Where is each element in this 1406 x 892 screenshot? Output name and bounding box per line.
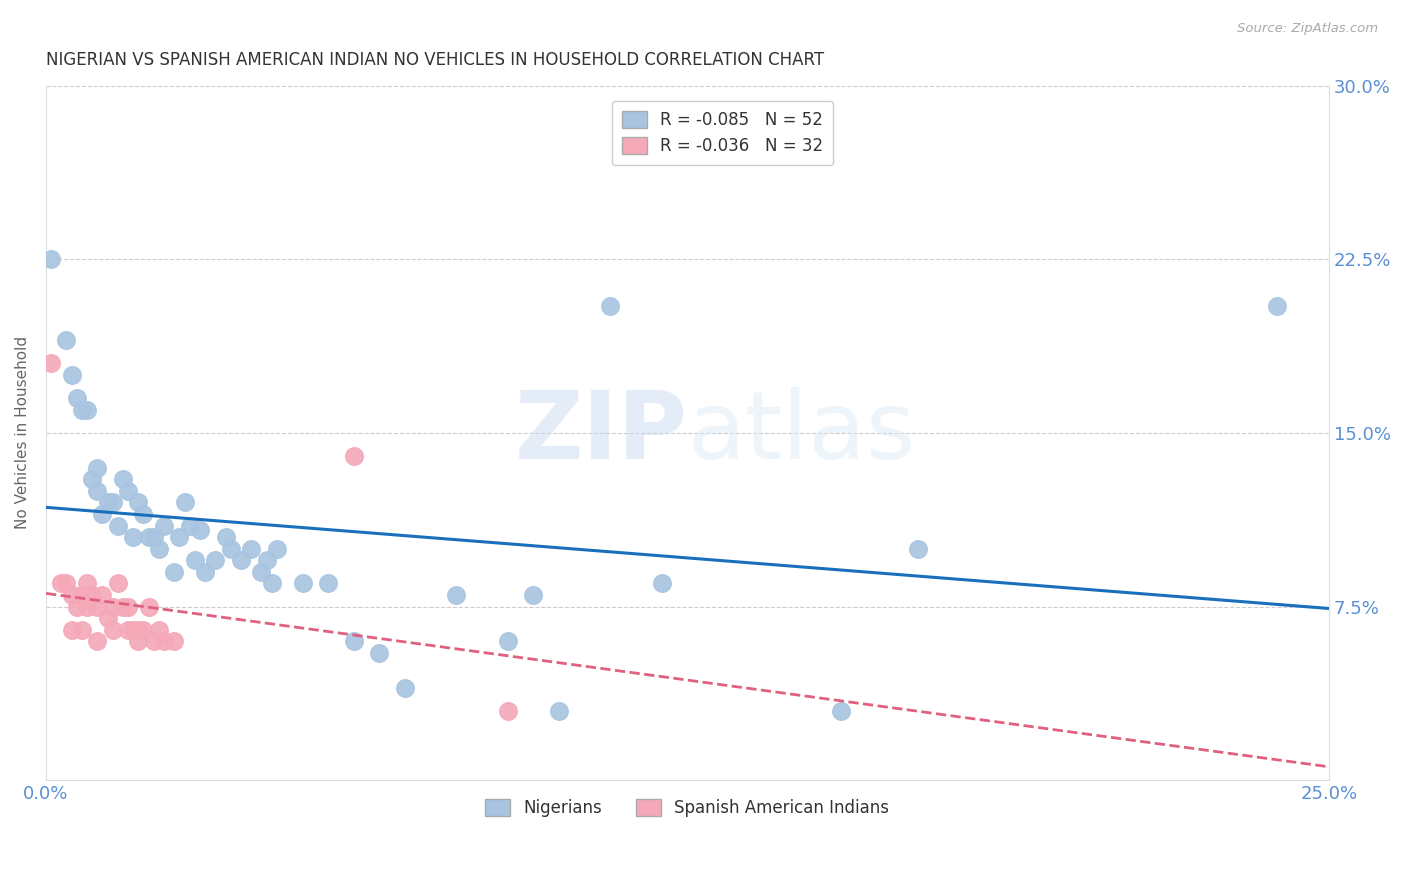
Point — [127, 623, 149, 637]
Point — [651, 576, 673, 591]
Point — [96, 611, 118, 625]
Point — [184, 553, 207, 567]
Point — [219, 541, 242, 556]
Point — [127, 495, 149, 509]
Text: NIGERIAN VS SPANISH AMERICAN INDIAN NO VEHICLES IN HOUSEHOLD CORRELATION CHART: NIGERIAN VS SPANISH AMERICAN INDIAN NO V… — [46, 51, 824, 69]
Point — [60, 368, 83, 382]
Point — [446, 588, 468, 602]
Text: ZIP: ZIP — [515, 387, 688, 479]
Point — [260, 576, 283, 591]
Text: atlas: atlas — [688, 387, 915, 479]
Point — [316, 576, 339, 591]
Point — [142, 530, 165, 544]
Point — [82, 588, 104, 602]
Point — [91, 588, 114, 602]
Point — [127, 634, 149, 648]
Point — [830, 704, 852, 718]
Point — [107, 576, 129, 591]
Point — [522, 588, 544, 602]
Point — [111, 472, 134, 486]
Point — [86, 460, 108, 475]
Point — [76, 599, 98, 614]
Point — [599, 299, 621, 313]
Point — [343, 634, 366, 648]
Point — [153, 634, 176, 648]
Point — [266, 541, 288, 556]
Point — [55, 576, 77, 591]
Point — [39, 356, 62, 370]
Point — [214, 530, 236, 544]
Point — [368, 646, 391, 660]
Point — [70, 588, 93, 602]
Point — [76, 402, 98, 417]
Point — [138, 530, 160, 544]
Point — [117, 623, 139, 637]
Point — [148, 541, 170, 556]
Y-axis label: No Vehicles in Household: No Vehicles in Household — [15, 336, 30, 530]
Point — [229, 553, 252, 567]
Point — [117, 483, 139, 498]
Legend: Nigerians, Spanish American Indians: Nigerians, Spanish American Indians — [479, 793, 896, 824]
Point — [60, 588, 83, 602]
Point — [169, 530, 191, 544]
Point — [132, 507, 155, 521]
Point — [55, 333, 77, 347]
Point — [70, 402, 93, 417]
Point — [496, 704, 519, 718]
Point — [256, 553, 278, 567]
Point — [394, 681, 416, 695]
Point — [101, 599, 124, 614]
Point — [163, 634, 186, 648]
Point — [132, 623, 155, 637]
Point — [291, 576, 314, 591]
Point — [66, 599, 89, 614]
Point — [111, 599, 134, 614]
Point — [153, 518, 176, 533]
Point — [66, 391, 89, 405]
Point — [163, 565, 186, 579]
Point — [122, 530, 145, 544]
Point — [82, 472, 104, 486]
Point — [496, 634, 519, 648]
Point — [204, 553, 226, 567]
Point — [101, 495, 124, 509]
Point — [70, 623, 93, 637]
Text: Source: ZipAtlas.com: Source: ZipAtlas.com — [1237, 22, 1378, 36]
Point — [51, 576, 73, 591]
Point — [39, 252, 62, 267]
Point — [86, 634, 108, 648]
Point — [60, 623, 83, 637]
Point — [194, 565, 217, 579]
Point — [173, 495, 195, 509]
Point — [188, 523, 211, 537]
Point — [240, 541, 263, 556]
Point — [122, 623, 145, 637]
Point — [101, 623, 124, 637]
Point — [907, 541, 929, 556]
Point — [76, 576, 98, 591]
Point — [86, 599, 108, 614]
Point — [91, 507, 114, 521]
Point — [107, 518, 129, 533]
Point — [96, 495, 118, 509]
Point — [86, 483, 108, 498]
Point — [1267, 299, 1289, 313]
Point — [142, 634, 165, 648]
Point — [343, 449, 366, 463]
Point — [138, 599, 160, 614]
Point — [179, 518, 201, 533]
Point — [117, 599, 139, 614]
Point — [148, 623, 170, 637]
Point — [250, 565, 273, 579]
Point — [548, 704, 571, 718]
